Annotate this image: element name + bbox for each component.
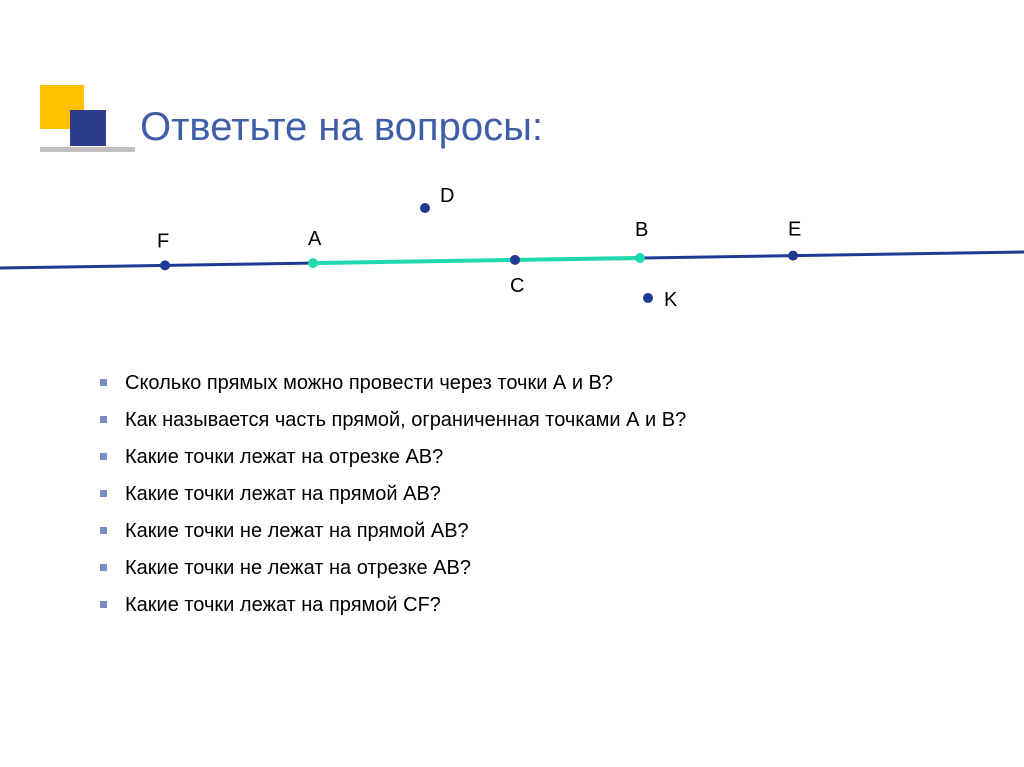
point-E: [788, 251, 798, 261]
question-item: Какие точки не лежат на прямой АВ?: [100, 518, 900, 545]
point-label-B: B: [635, 219, 648, 241]
question-text: Сколько прямых можно провести через точк…: [125, 370, 613, 397]
question-text: Какие точки лежат на прямой АВ?: [125, 481, 441, 508]
question-list: Сколько прямых можно провести через точк…: [100, 370, 900, 629]
point-label-E: E: [788, 219, 801, 241]
bullet-icon: [100, 564, 107, 571]
point-label-C: C: [510, 275, 524, 297]
question-item: Какие точки лежат на отрезке АВ?: [100, 444, 900, 471]
point-label-F: F: [157, 230, 169, 252]
question-item: Какие точки не лежат на отрезке АВ?: [100, 555, 900, 582]
bullet-icon: [100, 601, 107, 608]
question-item: Сколько прямых можно провести через точк…: [100, 370, 900, 397]
bullet-icon: [100, 379, 107, 386]
question-text: Какие точки не лежат на отрезке АВ?: [125, 555, 471, 582]
question-text: Какие точки не лежат на прямой АВ?: [125, 518, 469, 545]
question-item: Какие точки лежат на прямой СF?: [100, 592, 900, 619]
point-label-D: D: [440, 185, 454, 207]
point-K: [643, 293, 653, 303]
point-label-K: K: [664, 289, 678, 311]
bullet-icon: [100, 490, 107, 497]
point-F: [160, 260, 170, 270]
question-item: Как называется часть прямой, ограниченна…: [100, 407, 900, 434]
slide-title: Ответьте на вопросы:: [140, 105, 543, 150]
question-text: Какие точки лежат на отрезке АВ?: [125, 444, 443, 471]
bullet-icon: [100, 416, 107, 423]
question-text: Какие точки лежат на прямой СF?: [125, 592, 441, 619]
point-B: [635, 253, 645, 263]
point-label-A: A: [308, 228, 322, 250]
question-text: Как называется часть прямой, ограниченна…: [125, 407, 686, 434]
point-C: [510, 255, 520, 265]
bullet-icon: [100, 453, 107, 460]
geometry-diagram: F A C B E D K: [0, 170, 1024, 350]
question-item: Какие точки лежат на прямой АВ?: [100, 481, 900, 508]
point-D: [420, 203, 430, 213]
point-A: [308, 258, 318, 268]
bullet-icon: [100, 527, 107, 534]
